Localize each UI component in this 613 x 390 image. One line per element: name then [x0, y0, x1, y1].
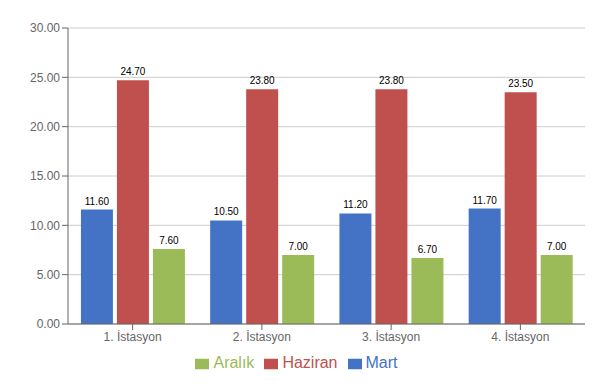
svg-text:20.00: 20.00 [30, 120, 60, 134]
svg-text:24.70: 24.70 [120, 66, 145, 77]
svg-text:15.00: 15.00 [30, 169, 60, 183]
svg-text:11.60: 11.60 [85, 196, 110, 207]
svg-text:23.50: 23.50 [508, 78, 533, 89]
svg-text:6.70: 6.70 [418, 244, 438, 255]
svg-text:2. İstasyon: 2. İstasyon [233, 330, 291, 344]
svg-text:7.60: 7.60 [159, 235, 179, 246]
html-text:Mart: Mart [365, 354, 398, 371]
svg-text:25.00: 25.00 [30, 71, 60, 85]
svg-text:11.20: 11.20 [343, 199, 368, 210]
html-text:Haziran: Haziran [282, 354, 338, 371]
svg-text:3. İstasyon: 3. İstasyon [362, 330, 420, 344]
svg-text:11.70: 11.70 [473, 195, 498, 206]
svg-text:4. İstasyon: 4. İstasyon [491, 330, 549, 344]
svg-text:5.00: 5.00 [37, 268, 61, 282]
svg-text:0.00: 0.00 [37, 317, 61, 331]
svg-text:7.00: 7.00 [547, 241, 567, 252]
svg-text:10.00: 10.00 [30, 219, 60, 233]
svg-text:23.80: 23.80 [250, 75, 275, 86]
svg-text:1. İstasyon: 1. İstasyon [104, 330, 162, 344]
svg-text:7.00: 7.00 [288, 241, 308, 252]
svg-text:30.00: 30.00 [30, 21, 60, 35]
html-text:Aralık: Aralık [213, 354, 255, 371]
svg-text:23.80: 23.80 [379, 75, 404, 86]
svg-text:10.50: 10.50 [214, 206, 239, 217]
